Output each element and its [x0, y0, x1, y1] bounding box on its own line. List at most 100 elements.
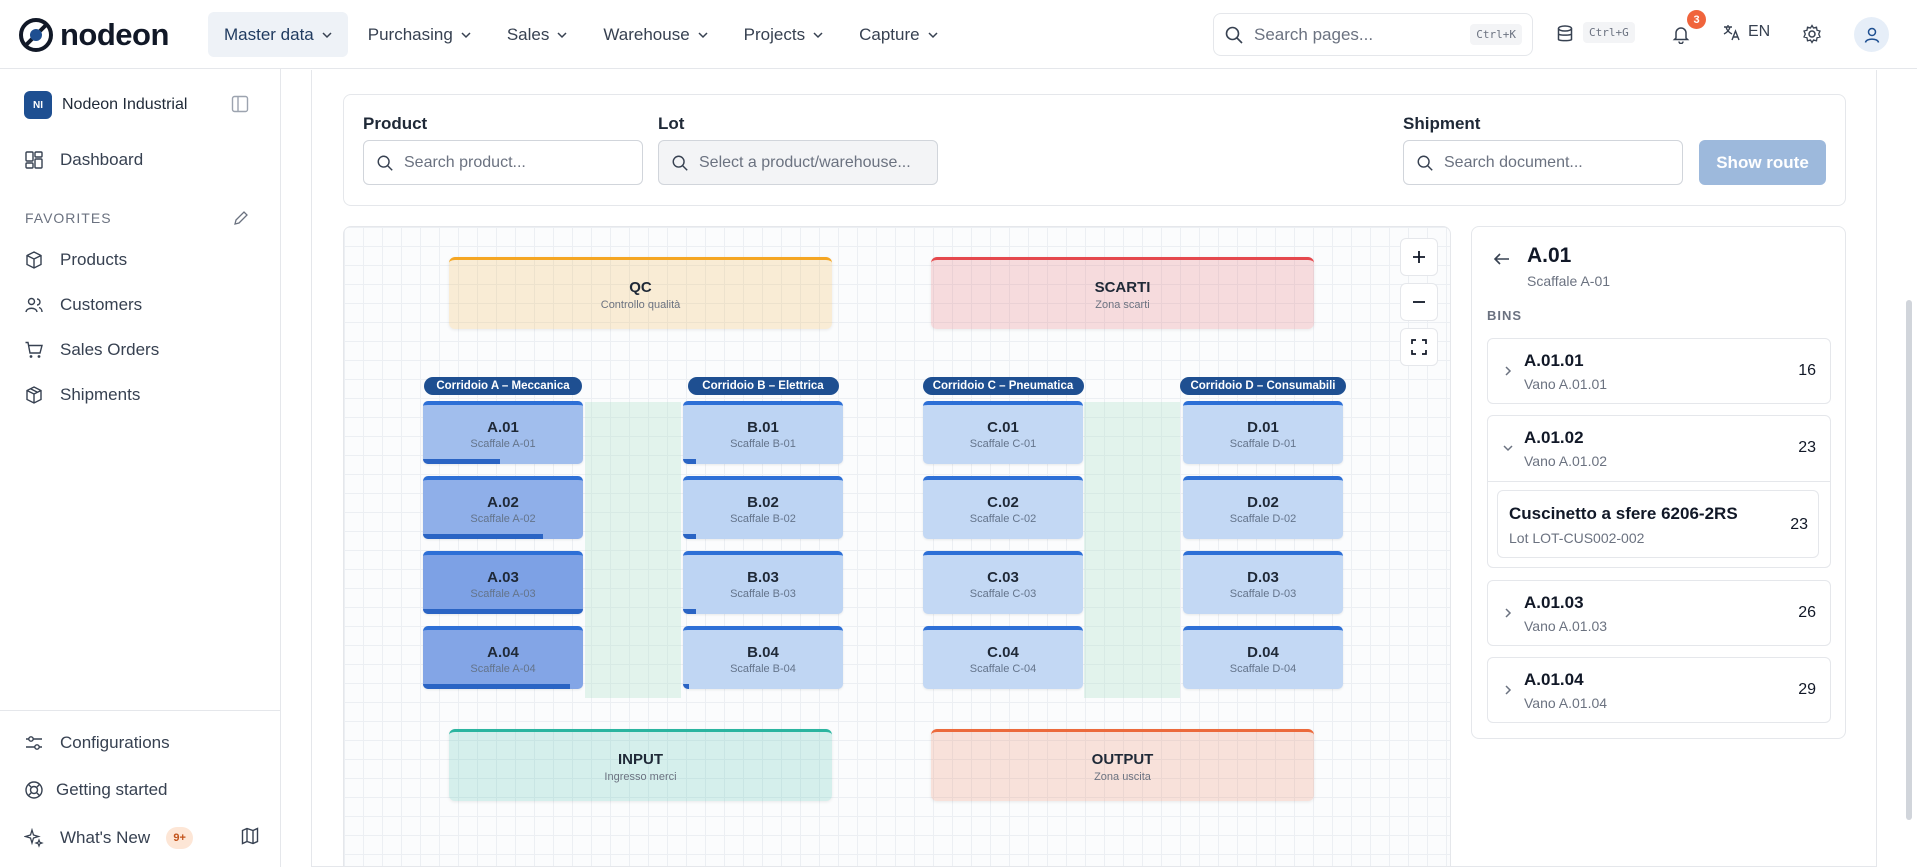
zone-output[interactable]: OUTPUT Zona uscita — [931, 729, 1314, 801]
fullscreen-button[interactable] — [1400, 328, 1438, 366]
shelf-a-01[interactable]: A.01 Scaffale A-01 — [423, 401, 583, 464]
show-route-button[interactable]: Show route — [1699, 140, 1826, 185]
shelf-d-03[interactable]: D.03 Scaffale D-03 — [1183, 551, 1343, 614]
shelf-occupancy-bar — [423, 684, 571, 689]
shelf-a-04[interactable]: A.04 Scaffale A-04 — [423, 626, 583, 689]
shelf-d-01[interactable]: D.01 Scaffale D-01 — [1183, 401, 1343, 464]
nav-label: Warehouse — [603, 24, 690, 44]
shelf-c-01[interactable]: C.01 Scaffale C-01 — [923, 401, 1083, 464]
shelf-b-04[interactable]: B.04 Scaffale B-04 — [683, 626, 843, 689]
edit-favorites-icon[interactable] — [233, 210, 249, 226]
sidebar-item-getting-started[interactable]: Getting started — [24, 780, 168, 800]
zone-scarti[interactable]: SCARTI Zona scarti — [931, 257, 1314, 329]
sidebar-divider — [0, 710, 281, 711]
shelf-name: Scaffale D-03 — [1229, 588, 1297, 600]
top-bar: nodeon Master data Purchasing Sales Ware… — [0, 0, 1917, 69]
sidebar-item-label: Dashboard — [60, 150, 144, 169]
sidebar-collapse-icon[interactable] — [231, 95, 249, 113]
zoom-in-button[interactable] — [1400, 238, 1438, 276]
product-search-input[interactable]: Search product... — [363, 140, 643, 185]
shelf-a-03[interactable]: A.03 Scaffale A-03 — [423, 551, 583, 614]
zone-input[interactable]: INPUT Ingresso merci — [449, 729, 832, 801]
org-switcher[interactable]: NI Nodeon Industrial — [24, 91, 187, 119]
corridor-label: Corridoio B – Elettrica — [687, 377, 839, 395]
lot-item[interactable]: Cuscinetto a sfere 6206-2RS Lot LOT-CUS0… — [1497, 490, 1819, 558]
page-scrollbar[interactable] — [1906, 300, 1912, 820]
nav-purchasing[interactable]: Purchasing — [352, 12, 487, 57]
lot-label: Lot — [658, 114, 685, 133]
sidebar-item-configurations[interactable]: Configurations — [24, 733, 170, 753]
bell-icon — [1672, 27, 1690, 44]
shelf-c-03[interactable]: C.03 Scaffale C-03 — [923, 551, 1083, 614]
nav-label: Master data — [224, 24, 314, 44]
shelf-b-03[interactable]: B.03 Scaffale B-03 — [683, 551, 843, 614]
nav-capture[interactable]: Capture — [843, 12, 953, 57]
user-avatar[interactable] — [1854, 17, 1889, 52]
bin-code: A.01.03 — [1524, 593, 1584, 612]
chevron-down-icon — [698, 31, 708, 38]
shelf-name: Scaffale B-01 — [730, 438, 796, 450]
lot-select[interactable]: Select a product/warehouse... — [658, 140, 938, 185]
shelf-c-04[interactable]: C.04 Scaffale C-04 — [923, 626, 1083, 689]
sidebar-item-products[interactable]: Products — [24, 250, 127, 270]
zone-qc[interactable]: QC Controllo qualità — [449, 257, 832, 329]
main-nav: Master data Purchasing Sales Warehouse P… — [208, 12, 954, 57]
zone-title: OUTPUT — [1091, 750, 1154, 768]
zone-subtitle: Controllo qualità — [600, 298, 681, 311]
search-shortcut: Ctrl+K — [1470, 24, 1522, 45]
nav-projects[interactable]: Projects — [728, 12, 839, 57]
package-icon — [26, 386, 42, 404]
bin-row[interactable]: A.01.03 Vano A.01.03 26 — [1487, 580, 1831, 646]
warehouse-map[interactable]: QC Controllo qualità SCARTI Zona scarti … — [343, 226, 1451, 867]
chevron-right-icon — [1505, 608, 1512, 618]
bin-name: Vano A.01.04 — [1524, 695, 1608, 711]
back-arrow-icon[interactable] — [1492, 249, 1512, 269]
minus-icon — [1413, 301, 1425, 303]
sidebar-item-sales-orders[interactable]: Sales Orders — [24, 340, 159, 360]
database-shortcut: Ctrl+G — [1583, 22, 1635, 43]
shelf-a-02[interactable]: A.02 Scaffale A-02 — [423, 476, 583, 539]
sliders-icon — [26, 736, 42, 750]
nav-master-data[interactable]: Master data — [208, 12, 348, 57]
shipment-search-input[interactable]: Search document... — [1403, 140, 1683, 185]
bin-row[interactable]: A.01.01 Vano A.01.01 16 — [1487, 338, 1831, 404]
notifications-badge: 3 — [1687, 10, 1706, 29]
shelf-code: C.02 — [987, 494, 1019, 511]
shelf-d-02[interactable]: D.02 Scaffale D-02 — [1183, 476, 1343, 539]
sidebar-item-customers[interactable]: Customers — [24, 295, 142, 315]
chevron-right-icon — [1505, 366, 1512, 376]
chevron-down-icon — [813, 31, 823, 38]
chevron-right-icon — [1505, 685, 1512, 695]
sidebar-item-whats-new[interactable]: What's New 9+ — [24, 827, 194, 849]
brand-logo[interactable]: nodeon — [18, 16, 169, 54]
database-button[interactable] — [1551, 20, 1579, 48]
zoom-out-button[interactable] — [1400, 283, 1438, 321]
favorites-heading: FAVORITES — [25, 210, 112, 226]
gear-icon — [1803, 24, 1821, 44]
cart-icon — [25, 341, 43, 358]
shelf-code: C.03 — [987, 569, 1019, 586]
shelf-b-01[interactable]: B.01 Scaffale B-01 — [683, 401, 843, 464]
shelf-d-04[interactable]: D.04 Scaffale D-04 — [1183, 626, 1343, 689]
nav-sales[interactable]: Sales — [491, 12, 584, 57]
settings-button[interactable] — [1798, 20, 1826, 48]
shelf-code: D.04 — [1247, 644, 1279, 661]
shelf-c-02[interactable]: C.02 Scaffale C-02 — [923, 476, 1083, 539]
nav-warehouse[interactable]: Warehouse — [587, 12, 723, 57]
bin-row[interactable]: A.01.04 Vano A.01.04 29 — [1487, 657, 1831, 723]
global-search-input[interactable]: Search pages... Ctrl+K — [1213, 13, 1533, 56]
translate-icon — [1723, 25, 1740, 41]
shelf-occupancy-bar — [683, 534, 696, 539]
aisle-cd — [1084, 402, 1180, 698]
shelf-occupancy-bar — [423, 534, 543, 539]
notifications-button[interactable] — [1667, 20, 1695, 48]
shelf-b-02[interactable]: B.02 Scaffale B-02 — [683, 476, 843, 539]
brand-name: nodeon — [60, 17, 169, 52]
bin-code: A.01.01 — [1524, 351, 1584, 370]
language-switcher[interactable]: EN — [1722, 22, 1770, 42]
chevron-down-icon — [322, 31, 332, 38]
sidebar-item-shipments[interactable]: Shipments — [24, 385, 140, 405]
bin-code: A.01.02 — [1524, 428, 1584, 447]
sidebar-item-dashboard[interactable]: Dashboard — [24, 150, 143, 170]
map-icon[interactable] — [241, 827, 259, 845]
